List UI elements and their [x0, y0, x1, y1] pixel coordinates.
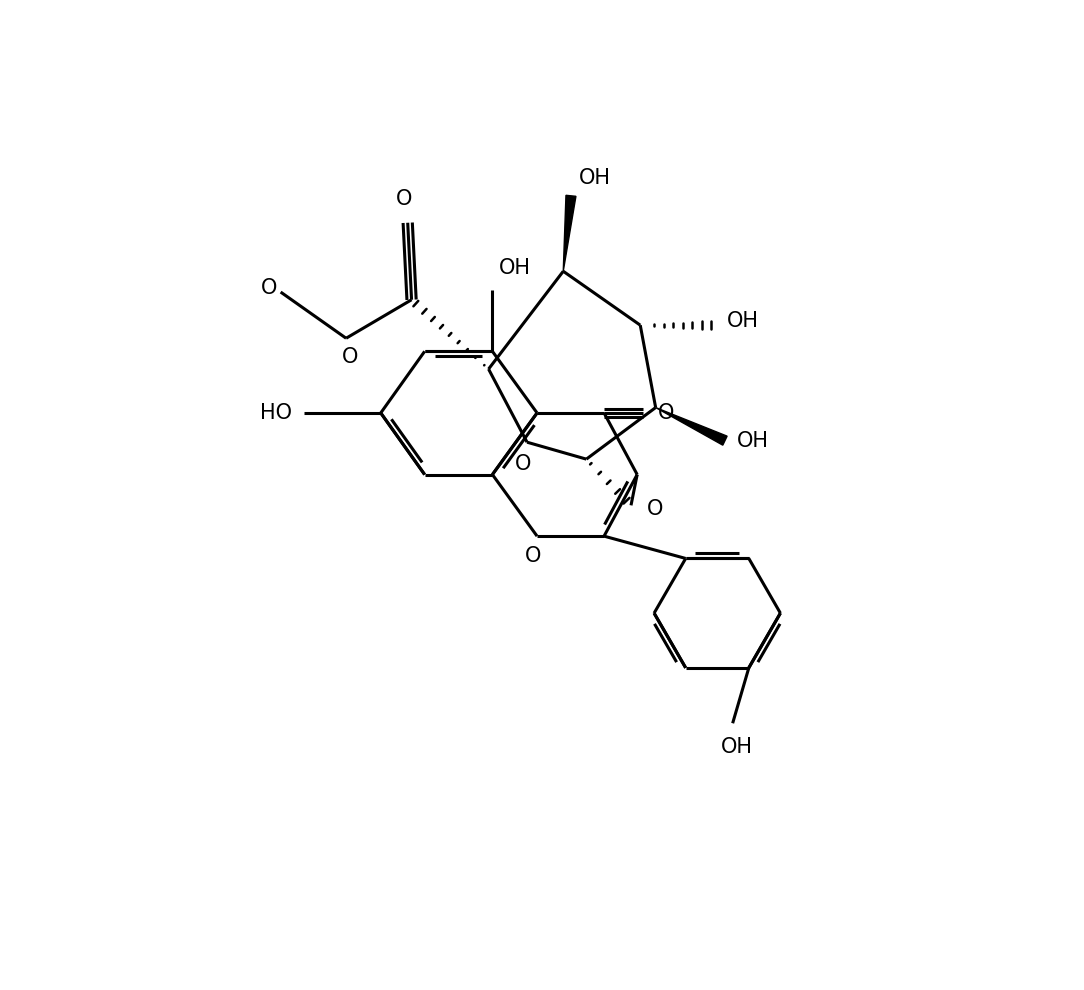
Text: O: O	[396, 189, 412, 209]
Text: O: O	[658, 403, 674, 423]
Text: OH: OH	[579, 168, 610, 188]
Text: O: O	[525, 546, 541, 566]
Polygon shape	[564, 195, 576, 271]
Text: OH: OH	[499, 258, 530, 278]
Text: OH: OH	[727, 311, 759, 332]
Text: O: O	[646, 499, 662, 519]
Text: OH: OH	[721, 738, 752, 757]
Text: O: O	[515, 453, 531, 474]
Text: OH: OH	[736, 431, 769, 450]
Polygon shape	[656, 408, 727, 446]
Text: HO: HO	[260, 403, 293, 423]
Text: O: O	[341, 346, 358, 366]
Text: O: O	[260, 278, 276, 298]
